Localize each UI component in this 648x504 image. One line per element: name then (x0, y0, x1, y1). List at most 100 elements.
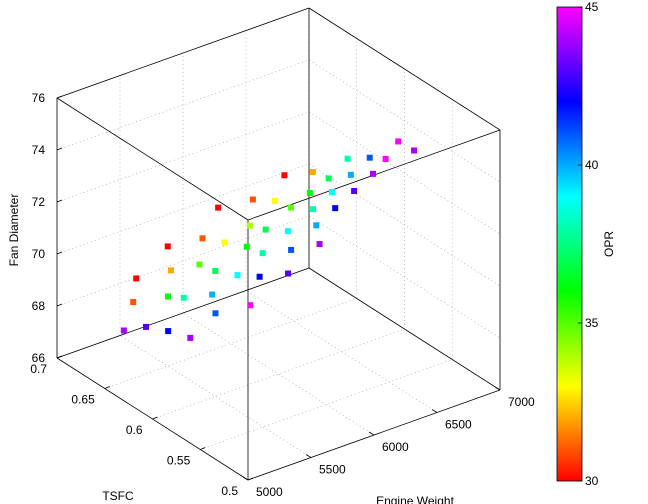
colorbar (556, 6, 583, 482)
x-axis-label: Engine Weight (376, 494, 454, 504)
data-point (165, 328, 172, 335)
data-point (284, 228, 291, 235)
box-edge (308, 267, 501, 391)
data-point (246, 222, 253, 229)
x-tick-label: 7000 (508, 395, 535, 409)
data-point (262, 226, 269, 233)
colorbar-tick-label: 30 (585, 474, 599, 488)
colorbar-tick-label: 35 (585, 316, 599, 330)
x-tick (368, 431, 375, 436)
data-point (332, 205, 339, 212)
z-tick (56, 95, 63, 99)
y-tick-label: 0.65 (71, 393, 95, 407)
x-tick (242, 476, 249, 481)
data-point (215, 204, 222, 211)
colorbar-tick-label: 45 (585, 0, 599, 14)
box-edge (308, 7, 501, 131)
z-tick-label: 72 (32, 195, 46, 209)
data-point (344, 155, 351, 162)
data-point (411, 147, 418, 154)
data-point (310, 206, 317, 213)
data-point (313, 222, 320, 229)
grid-line (56, 215, 501, 339)
data-point (285, 270, 292, 277)
z-tick-label: 74 (32, 143, 46, 157)
grid-line (152, 328, 405, 420)
y-tick-label: 0.5 (221, 484, 238, 498)
data-point (168, 267, 174, 274)
data-point (272, 198, 279, 205)
data-point (120, 327, 127, 334)
y-tick (56, 355, 63, 359)
data-point (130, 299, 137, 306)
data-point (243, 243, 250, 250)
y-axis-label: TSFC (102, 489, 134, 503)
data-point (382, 155, 389, 162)
data-point (249, 196, 256, 203)
grid-line (56, 59, 501, 183)
data-point (221, 239, 228, 246)
y-tick (104, 386, 110, 389)
grid-line (182, 312, 375, 436)
y-tick-label: 0.55 (167, 454, 191, 468)
grid-line (245, 290, 438, 413)
z-tick (56, 199, 63, 203)
y-tick (247, 477, 254, 481)
data-point (234, 272, 241, 279)
data-point (309, 169, 316, 175)
y-tick-label: 0.6 (126, 423, 143, 437)
z-tick-label: 76 (32, 91, 46, 105)
data-point (288, 246, 295, 253)
x-tick (305, 454, 312, 458)
box-edge (56, 267, 310, 359)
z-tick-label: 68 (32, 299, 46, 313)
z-tick-label: 66 (32, 351, 46, 365)
box-edge (56, 7, 310, 99)
y-tick (200, 447, 206, 450)
data-point (328, 189, 335, 195)
grid-line (56, 111, 501, 235)
data-point (316, 241, 323, 248)
x-tick-label: 6000 (382, 440, 409, 454)
colorbar-label: OPR (602, 231, 616, 257)
colorbar-tick-label: 40 (585, 158, 599, 172)
grid-line (56, 163, 501, 287)
grid-line (119, 335, 312, 458)
z-tick (56, 251, 63, 255)
data-point (370, 170, 376, 177)
data-point (164, 293, 171, 300)
data-point (133, 275, 140, 282)
data-point (247, 302, 254, 309)
data-point (259, 250, 266, 257)
data-point (395, 138, 402, 145)
x-tick (431, 409, 438, 413)
data-point (351, 188, 358, 194)
box-edge (56, 97, 249, 221)
data-point (164, 243, 171, 250)
z-axis-label: Fan Diameter (7, 194, 21, 267)
x-tick (494, 386, 501, 391)
y-tick (152, 416, 158, 420)
z-tick-label: 70 (32, 247, 46, 261)
grid-line (56, 7, 501, 131)
data-point (281, 172, 288, 179)
data-point (143, 323, 149, 330)
data-point (306, 190, 313, 196)
data-point (256, 273, 263, 280)
data-point (209, 291, 216, 298)
y-tick-label: 0.7 (30, 362, 47, 376)
data-point (325, 175, 332, 182)
data-point (187, 334, 194, 341)
data-point (180, 294, 187, 301)
data-point (347, 171, 354, 178)
data-point (287, 204, 294, 211)
z-tick (56, 303, 63, 307)
x-tick-label: 5500 (319, 463, 346, 477)
data-point (366, 154, 373, 161)
data-point (212, 310, 219, 317)
data-point (199, 235, 206, 242)
grid-line (104, 298, 357, 389)
x-tick-label: 6500 (445, 418, 472, 432)
x-tick-label: 5000 (256, 485, 283, 499)
